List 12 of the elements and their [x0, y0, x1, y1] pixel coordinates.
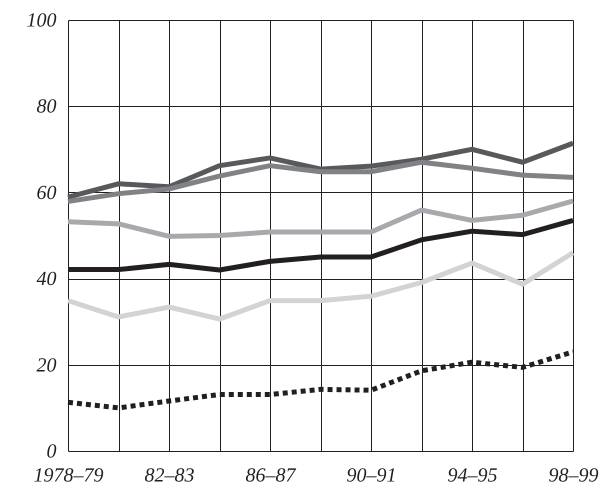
y-tick-label: 0 — [46, 440, 56, 462]
x-tick-label: 1978–79 — [34, 464, 104, 486]
y-tick-label: 20 — [36, 354, 56, 376]
x-tick-label: 82–83 — [144, 464, 194, 486]
y-tick-label: 60 — [36, 182, 56, 204]
y-tick-label: 100 — [26, 10, 56, 32]
x-tick-label: 98–99 — [548, 464, 598, 486]
x-tick-label: 94–95 — [448, 464, 498, 486]
y-tick-label: 80 — [36, 96, 56, 118]
x-tick-label: 90–91 — [346, 464, 396, 486]
y-tick-label: 40 — [36, 268, 56, 290]
x-tick-label: 86–87 — [246, 464, 296, 486]
